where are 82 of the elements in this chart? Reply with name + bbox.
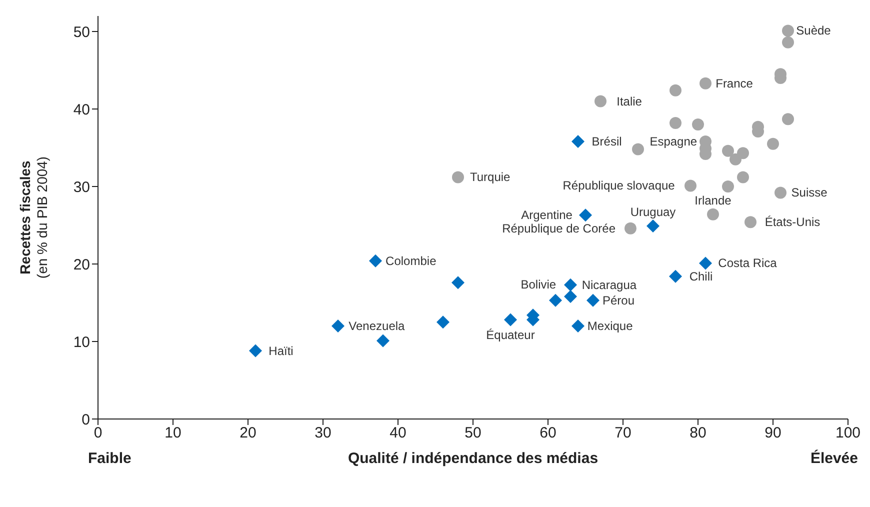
x-tick-label: 100 bbox=[835, 424, 861, 442]
x-tick-label: 50 bbox=[464, 424, 482, 442]
annotation: Costa Rica bbox=[718, 256, 778, 270]
annotation: Pérou bbox=[602, 293, 635, 308]
x-tick-label: 40 bbox=[390, 424, 406, 442]
annotation: Brésil bbox=[592, 134, 622, 149]
annotation: Irlande bbox=[694, 193, 732, 208]
x-tick-label: 10 bbox=[164, 424, 182, 442]
point bbox=[782, 113, 794, 126]
annotation: Équateur bbox=[486, 328, 535, 342]
x-tick-label: 0 bbox=[94, 424, 102, 442]
text: Élevée bbox=[810, 449, 858, 467]
point bbox=[692, 118, 704, 130]
annotation: Argentine bbox=[521, 208, 573, 222]
annotation: République slovaque bbox=[562, 178, 676, 193]
y-tick-label: 40 bbox=[73, 101, 90, 118]
point bbox=[670, 116, 682, 129]
annotation: Turquie bbox=[470, 170, 511, 184]
annotation: Nicaragua bbox=[582, 278, 637, 292]
point bbox=[549, 294, 562, 307]
annotation: Chili bbox=[689, 269, 713, 284]
y-tick-label: 20 bbox=[73, 256, 90, 274]
point bbox=[564, 278, 577, 292]
point bbox=[670, 84, 682, 96]
y-tick-label: 10 bbox=[73, 334, 90, 351]
point bbox=[737, 171, 749, 184]
point bbox=[684, 180, 696, 192]
annotation: Venezuela bbox=[348, 319, 406, 333]
x-tick-label: 70 bbox=[614, 424, 632, 442]
point bbox=[744, 216, 756, 228]
point bbox=[767, 138, 779, 150]
point bbox=[632, 143, 644, 156]
annotation: Suède bbox=[796, 24, 832, 38]
point bbox=[707, 208, 719, 220]
annotation: Bolivie bbox=[520, 278, 556, 292]
point bbox=[699, 256, 712, 270]
x-axis-title: Qualité / indépendance des médias bbox=[348, 450, 598, 467]
point bbox=[436, 316, 450, 329]
point bbox=[722, 144, 734, 157]
point bbox=[376, 334, 390, 348]
annotation: Mexique bbox=[587, 319, 634, 333]
point bbox=[700, 77, 712, 90]
annotation: Uruguay bbox=[630, 205, 676, 220]
point bbox=[504, 313, 517, 326]
x-tick-label: 90 bbox=[764, 424, 782, 442]
point bbox=[624, 222, 636, 234]
point bbox=[572, 135, 584, 148]
point bbox=[586, 294, 600, 307]
point bbox=[452, 276, 464, 290]
point bbox=[774, 186, 786, 199]
point bbox=[646, 220, 660, 233]
annotation: Italie bbox=[616, 94, 642, 108]
point bbox=[782, 24, 794, 37]
point bbox=[782, 36, 794, 48]
annotation: Haïti bbox=[268, 344, 294, 358]
y-axis-title: Recettes fiscales (en % du PIB 2004) bbox=[17, 156, 50, 279]
annotation: Colombie bbox=[386, 254, 437, 268]
annotation: Suisse bbox=[791, 186, 828, 200]
point bbox=[579, 208, 592, 222]
annotation: États-Unis bbox=[764, 215, 820, 230]
point bbox=[594, 95, 606, 108]
y-tick-label: 50 bbox=[73, 24, 90, 41]
point bbox=[737, 147, 749, 160]
text: Faible bbox=[88, 450, 132, 467]
point bbox=[369, 254, 382, 268]
point bbox=[722, 180, 734, 192]
point bbox=[572, 320, 584, 332]
x-tick-label: 80 bbox=[690, 424, 706, 442]
y-tick-label: 30 bbox=[73, 178, 90, 196]
annotation: République de Corée bbox=[502, 221, 616, 236]
point bbox=[564, 290, 577, 304]
point bbox=[249, 344, 262, 358]
x-tick-label: 60 bbox=[540, 424, 556, 442]
x-tick-label: 20 bbox=[240, 424, 256, 442]
x-tick-label: 30 bbox=[314, 424, 332, 442]
point bbox=[669, 270, 682, 283]
point bbox=[730, 153, 742, 166]
annotation: France bbox=[716, 76, 754, 90]
point bbox=[452, 171, 464, 184]
annotation: Espagne bbox=[650, 134, 698, 149]
y-tick-label: 0 bbox=[82, 411, 90, 428]
point bbox=[332, 320, 344, 332]
